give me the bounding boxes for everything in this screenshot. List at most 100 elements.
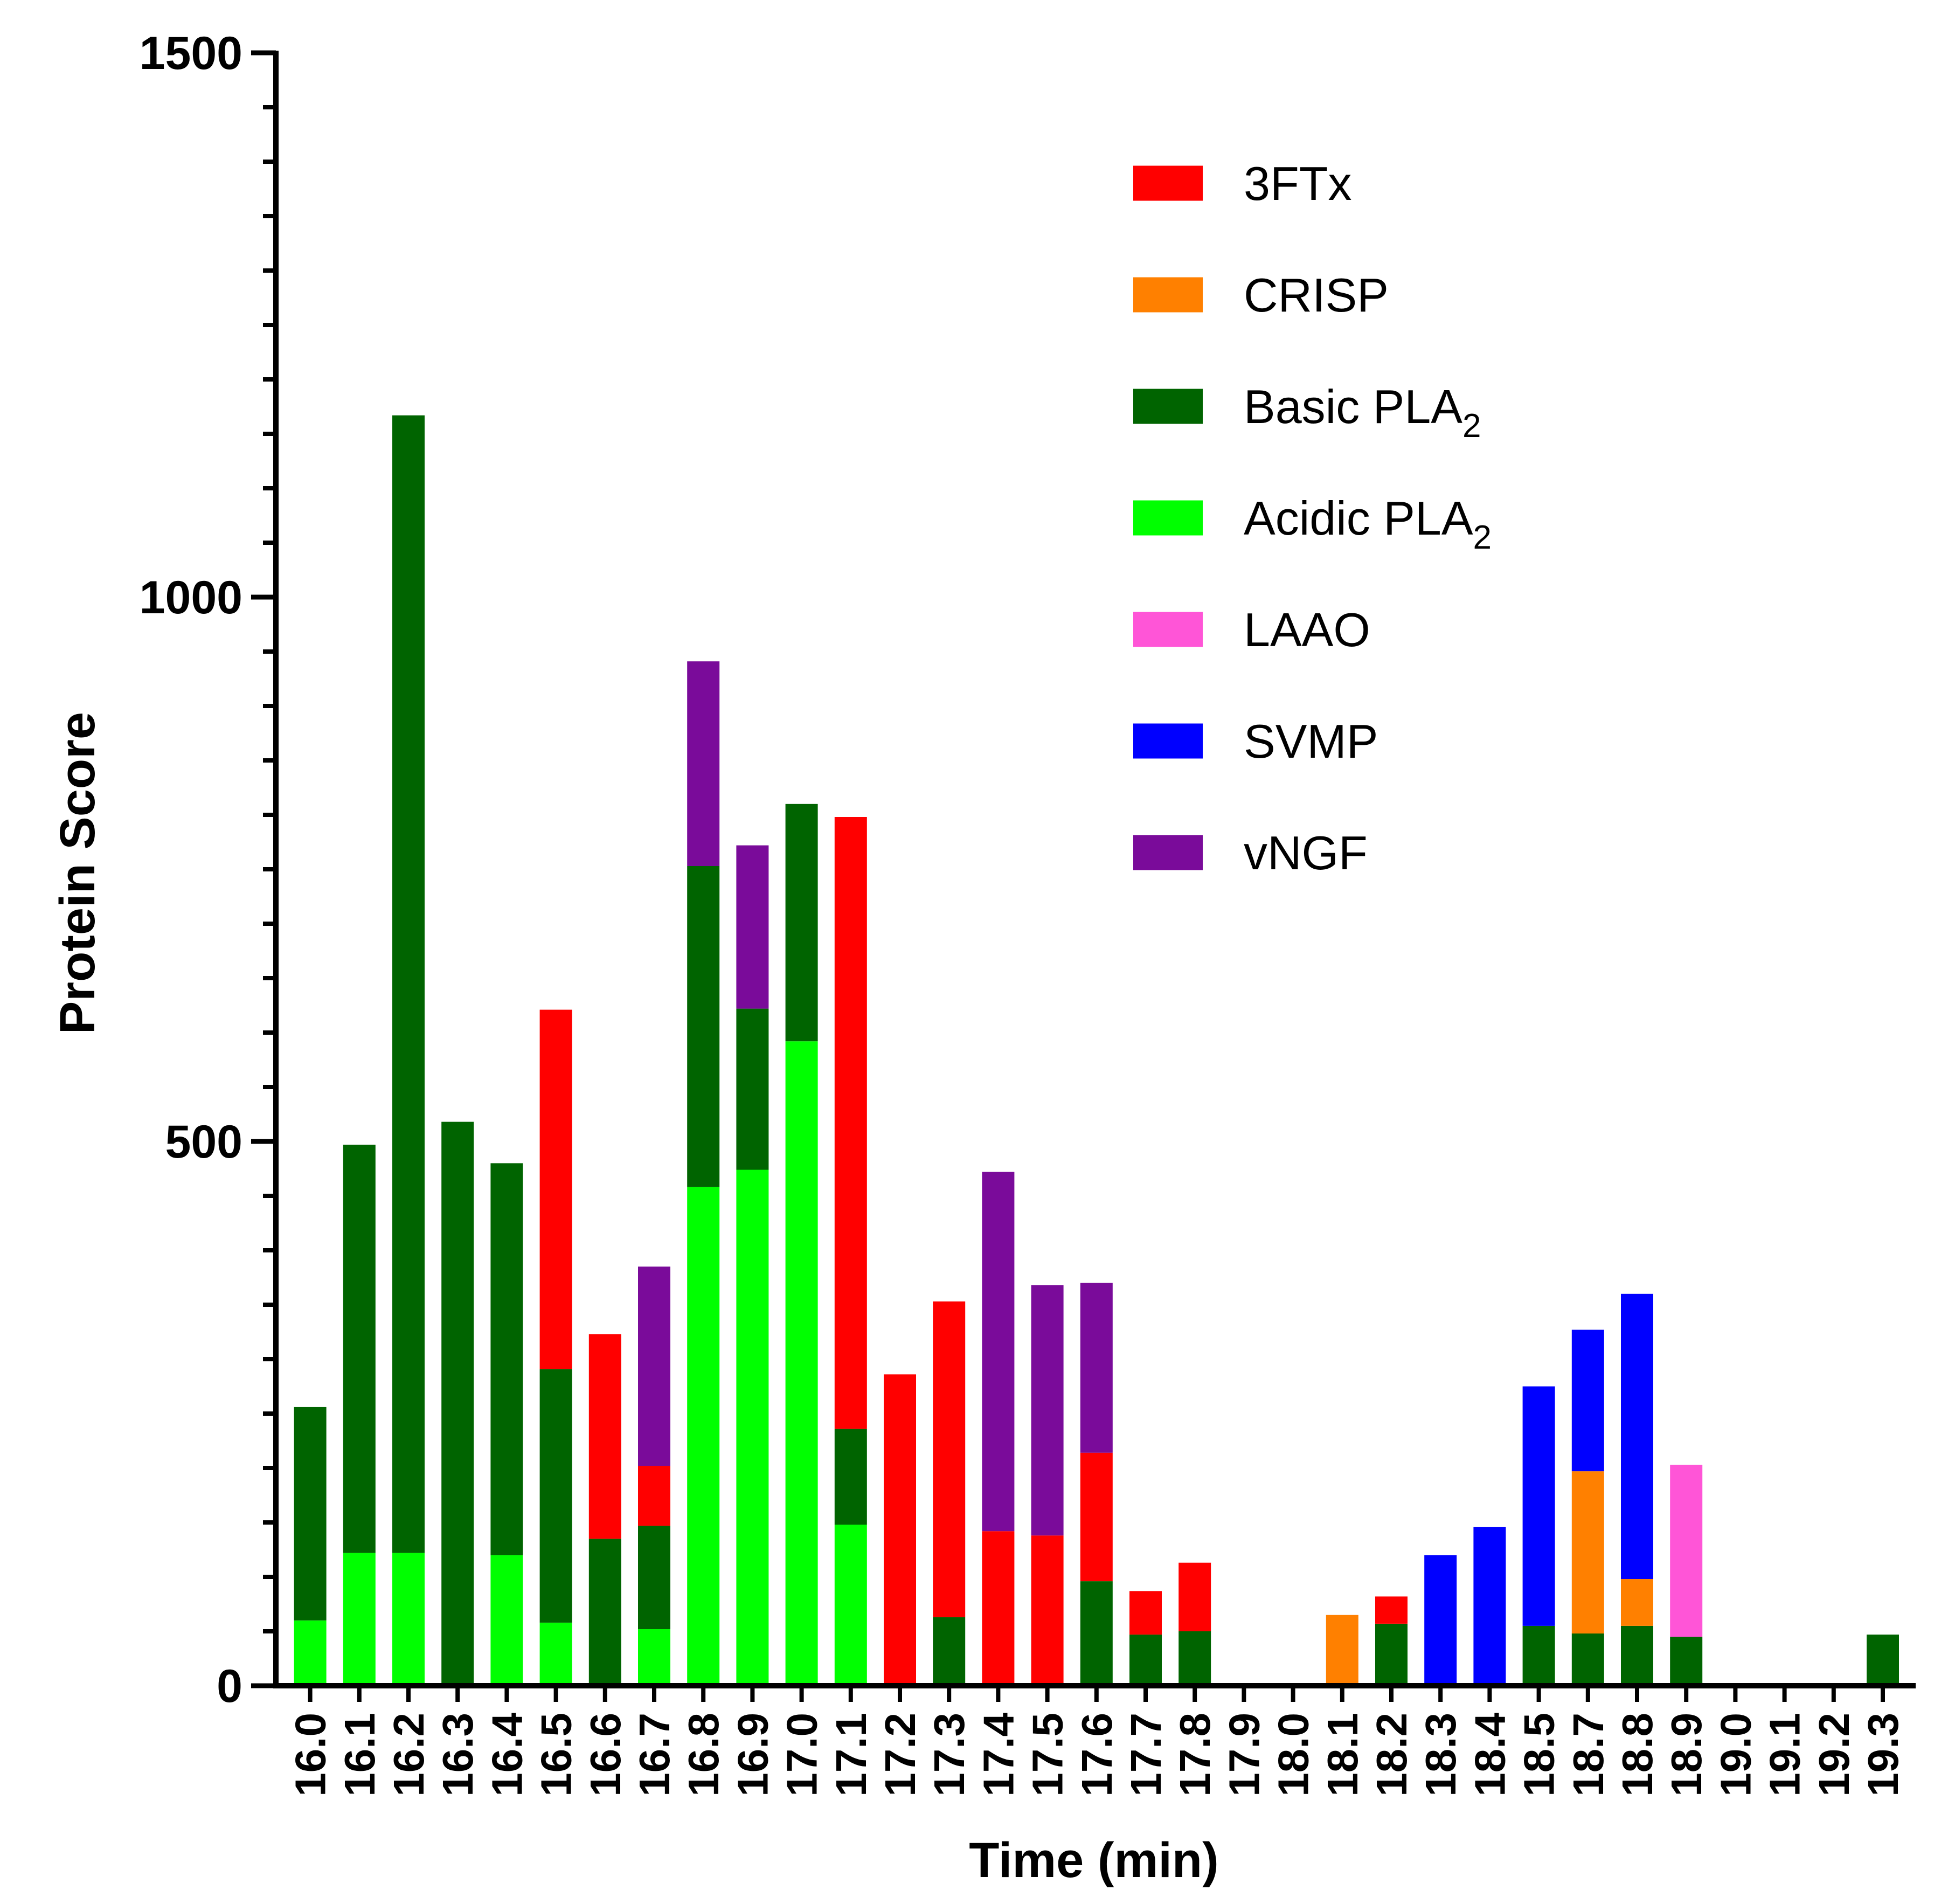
legend-swatch-laao <box>1133 612 1203 647</box>
bar-segment-basic-pla-16.2 <box>392 415 425 1553</box>
x-tick-label: 17.6 <box>1073 1713 1121 1797</box>
bar-segment-acidic-pla-16.5 <box>539 1622 572 1686</box>
x-axis-title: Time (min) <box>969 1833 1218 1888</box>
x-tick-label: 18.2 <box>1368 1713 1416 1797</box>
legend-swatch-basic-pla <box>1133 389 1203 424</box>
bar-segment-3ftx-17.3 <box>933 1301 966 1617</box>
x-tick-label: 16.3 <box>434 1713 482 1797</box>
x-tick-label: 16.2 <box>385 1713 433 1797</box>
bar-segment-basic-pla-18.9 <box>1670 1637 1703 1686</box>
bar-segment-basic-pla-16.6 <box>588 1539 621 1686</box>
bar-segment-3ftx-16.5 <box>539 1009 572 1369</box>
bars-group <box>294 415 1899 1686</box>
bar-segment-acidic-pla-16.1 <box>343 1553 376 1686</box>
bar-segment-basic-pla-17.0 <box>785 804 818 1042</box>
x-tick-label: 19.2 <box>1810 1713 1858 1797</box>
bar-segment-basic-pla-16.7 <box>638 1526 670 1629</box>
bar-segment-basic-pla-17.6 <box>1080 1581 1113 1686</box>
legend-swatch-vngf <box>1133 835 1203 870</box>
bar-segment-svmp-18.8 <box>1621 1293 1653 1579</box>
x-tick-label: 17.1 <box>827 1713 875 1797</box>
bar-segment-acidic-pla-17.0 <box>785 1041 818 1686</box>
legend-label-basic-pla: Basic PLA2 <box>1244 380 1481 445</box>
x-tick-label: 16.5 <box>532 1713 580 1797</box>
bar-segment-basic-pla-18.7 <box>1571 1633 1604 1686</box>
bar-segment-3ftx-17.4 <box>982 1531 1015 1686</box>
x-tick-label: 18.8 <box>1613 1713 1661 1797</box>
x-tick-label: 16.6 <box>581 1713 629 1797</box>
legend-label-crisp: CRISP <box>1244 268 1389 322</box>
bar-segment-crisp-18.7 <box>1571 1471 1604 1634</box>
x-tick-label: 18.1 <box>1319 1713 1367 1797</box>
bar-segment-acidic-pla-16.2 <box>392 1553 425 1686</box>
bar-segment-basic-pla-18.8 <box>1621 1625 1653 1686</box>
y-tick-label: 1000 <box>140 572 242 624</box>
bar-segment-crisp-18.8 <box>1621 1579 1653 1626</box>
bar-segment-basic-pla-18.5 <box>1522 1625 1555 1686</box>
bar-segment-3ftx-17.2 <box>884 1374 916 1686</box>
legend-swatch-crisp <box>1133 277 1203 313</box>
x-tick-label: 17.5 <box>1024 1713 1072 1797</box>
x-tick-label: 16.8 <box>680 1713 727 1797</box>
bar-segment-acidic-pla-17.1 <box>834 1525 867 1686</box>
legend-label-acidic-pla: Acidic PLA2 <box>1244 491 1492 556</box>
x-tick-label: 18.4 <box>1466 1712 1514 1796</box>
legend-label-laao: LAAO <box>1244 603 1370 656</box>
x-tick-label: 17.0 <box>778 1713 826 1797</box>
bar-segment-basic-pla-16.1 <box>343 1145 376 1553</box>
bar-segment-basic-pla-17.3 <box>933 1617 966 1686</box>
y-tick-label: 500 <box>165 1116 243 1168</box>
x-tick-label: 18.7 <box>1564 1713 1612 1797</box>
bar-segment-vngf-16.7 <box>638 1266 670 1466</box>
x-tick-label: 17.7 <box>1122 1713 1170 1797</box>
x-tick-label: 17.3 <box>925 1713 973 1797</box>
legend-swatch-svmp <box>1133 723 1203 759</box>
bar-segment-vngf-17.6 <box>1080 1283 1113 1453</box>
bar-segment-vngf-16.9 <box>736 845 769 1009</box>
bar-segment-svmp-18.5 <box>1522 1386 1555 1626</box>
bar-segment-basic-pla-17.8 <box>1178 1631 1211 1686</box>
bar-segment-3ftx-17.8 <box>1178 1562 1211 1631</box>
x-tick-label: 16.0 <box>287 1713 335 1797</box>
x-tick-label: 17.9 <box>1220 1713 1268 1797</box>
bar-segment-3ftx-17.5 <box>1031 1535 1064 1686</box>
bar-segment-crisp-18.1 <box>1326 1615 1358 1686</box>
legend-swatch-3ftx <box>1133 165 1203 201</box>
x-tick-label: 19.3 <box>1859 1713 1907 1797</box>
x-tick-label: 16.7 <box>630 1713 678 1797</box>
bar-segment-basic-pla-16.5 <box>539 1369 572 1623</box>
bar-segment-vngf-16.8 <box>687 661 720 866</box>
bar-segment-basic-pla-16.0 <box>294 1407 327 1621</box>
bar-segment-svmp-18.3 <box>1424 1555 1457 1686</box>
ticks-group: 0 500 1000 1500 16.0 16.1 16.2 16.3 16.4 16.5 16.6… <box>140 27 1907 1797</box>
y-tick-label: 0 <box>217 1660 242 1712</box>
bar-segment-basic-pla-17.7 <box>1129 1635 1162 1686</box>
x-tick-label: 16.4 <box>483 1712 531 1796</box>
bar-segment-basic-pla-19.3 <box>1867 1635 1899 1686</box>
x-tick-label: 17.8 <box>1171 1713 1219 1797</box>
bar-segment-vngf-17.4 <box>982 1172 1015 1532</box>
legend-label-3ftx: 3FTx <box>1244 157 1351 210</box>
bar-segment-acidic-pla-16.9 <box>736 1169 769 1686</box>
bar-segment-basic-pla-16.9 <box>736 1008 769 1170</box>
bar-segment-svmp-18.7 <box>1571 1330 1604 1472</box>
y-axis-title: Protein Score <box>50 712 105 1034</box>
x-tick-label: 17.2 <box>876 1713 924 1797</box>
x-tick-label: 19.1 <box>1761 1713 1809 1797</box>
bar-segment-laao-18.9 <box>1670 1464 1703 1637</box>
y-tick-label: 1500 <box>140 27 242 79</box>
bar-segment-acidic-pla-16.4 <box>490 1555 523 1686</box>
x-tick-label: 17.4 <box>974 1712 1022 1796</box>
x-tick-label: 18.0 <box>1270 1713 1318 1797</box>
bar-segment-acidic-pla-16.7 <box>638 1629 670 1686</box>
legend-swatch-acidic-pla <box>1133 500 1203 536</box>
x-tick-label: 18.3 <box>1417 1713 1465 1797</box>
bar-segment-acidic-pla-16.0 <box>294 1620 327 1686</box>
bar-segment-3ftx-17.6 <box>1080 1452 1113 1582</box>
bar-segment-vngf-17.5 <box>1031 1285 1064 1536</box>
legend: 3FTx CRISP Basic PLA2 Acidic PLA2 LAAO SVMP vN… <box>1133 157 1492 880</box>
bar-segment-3ftx-17.1 <box>834 817 867 1429</box>
bar-segment-basic-pla-18.2 <box>1375 1623 1408 1686</box>
x-tick-label: 16.9 <box>729 1713 777 1797</box>
